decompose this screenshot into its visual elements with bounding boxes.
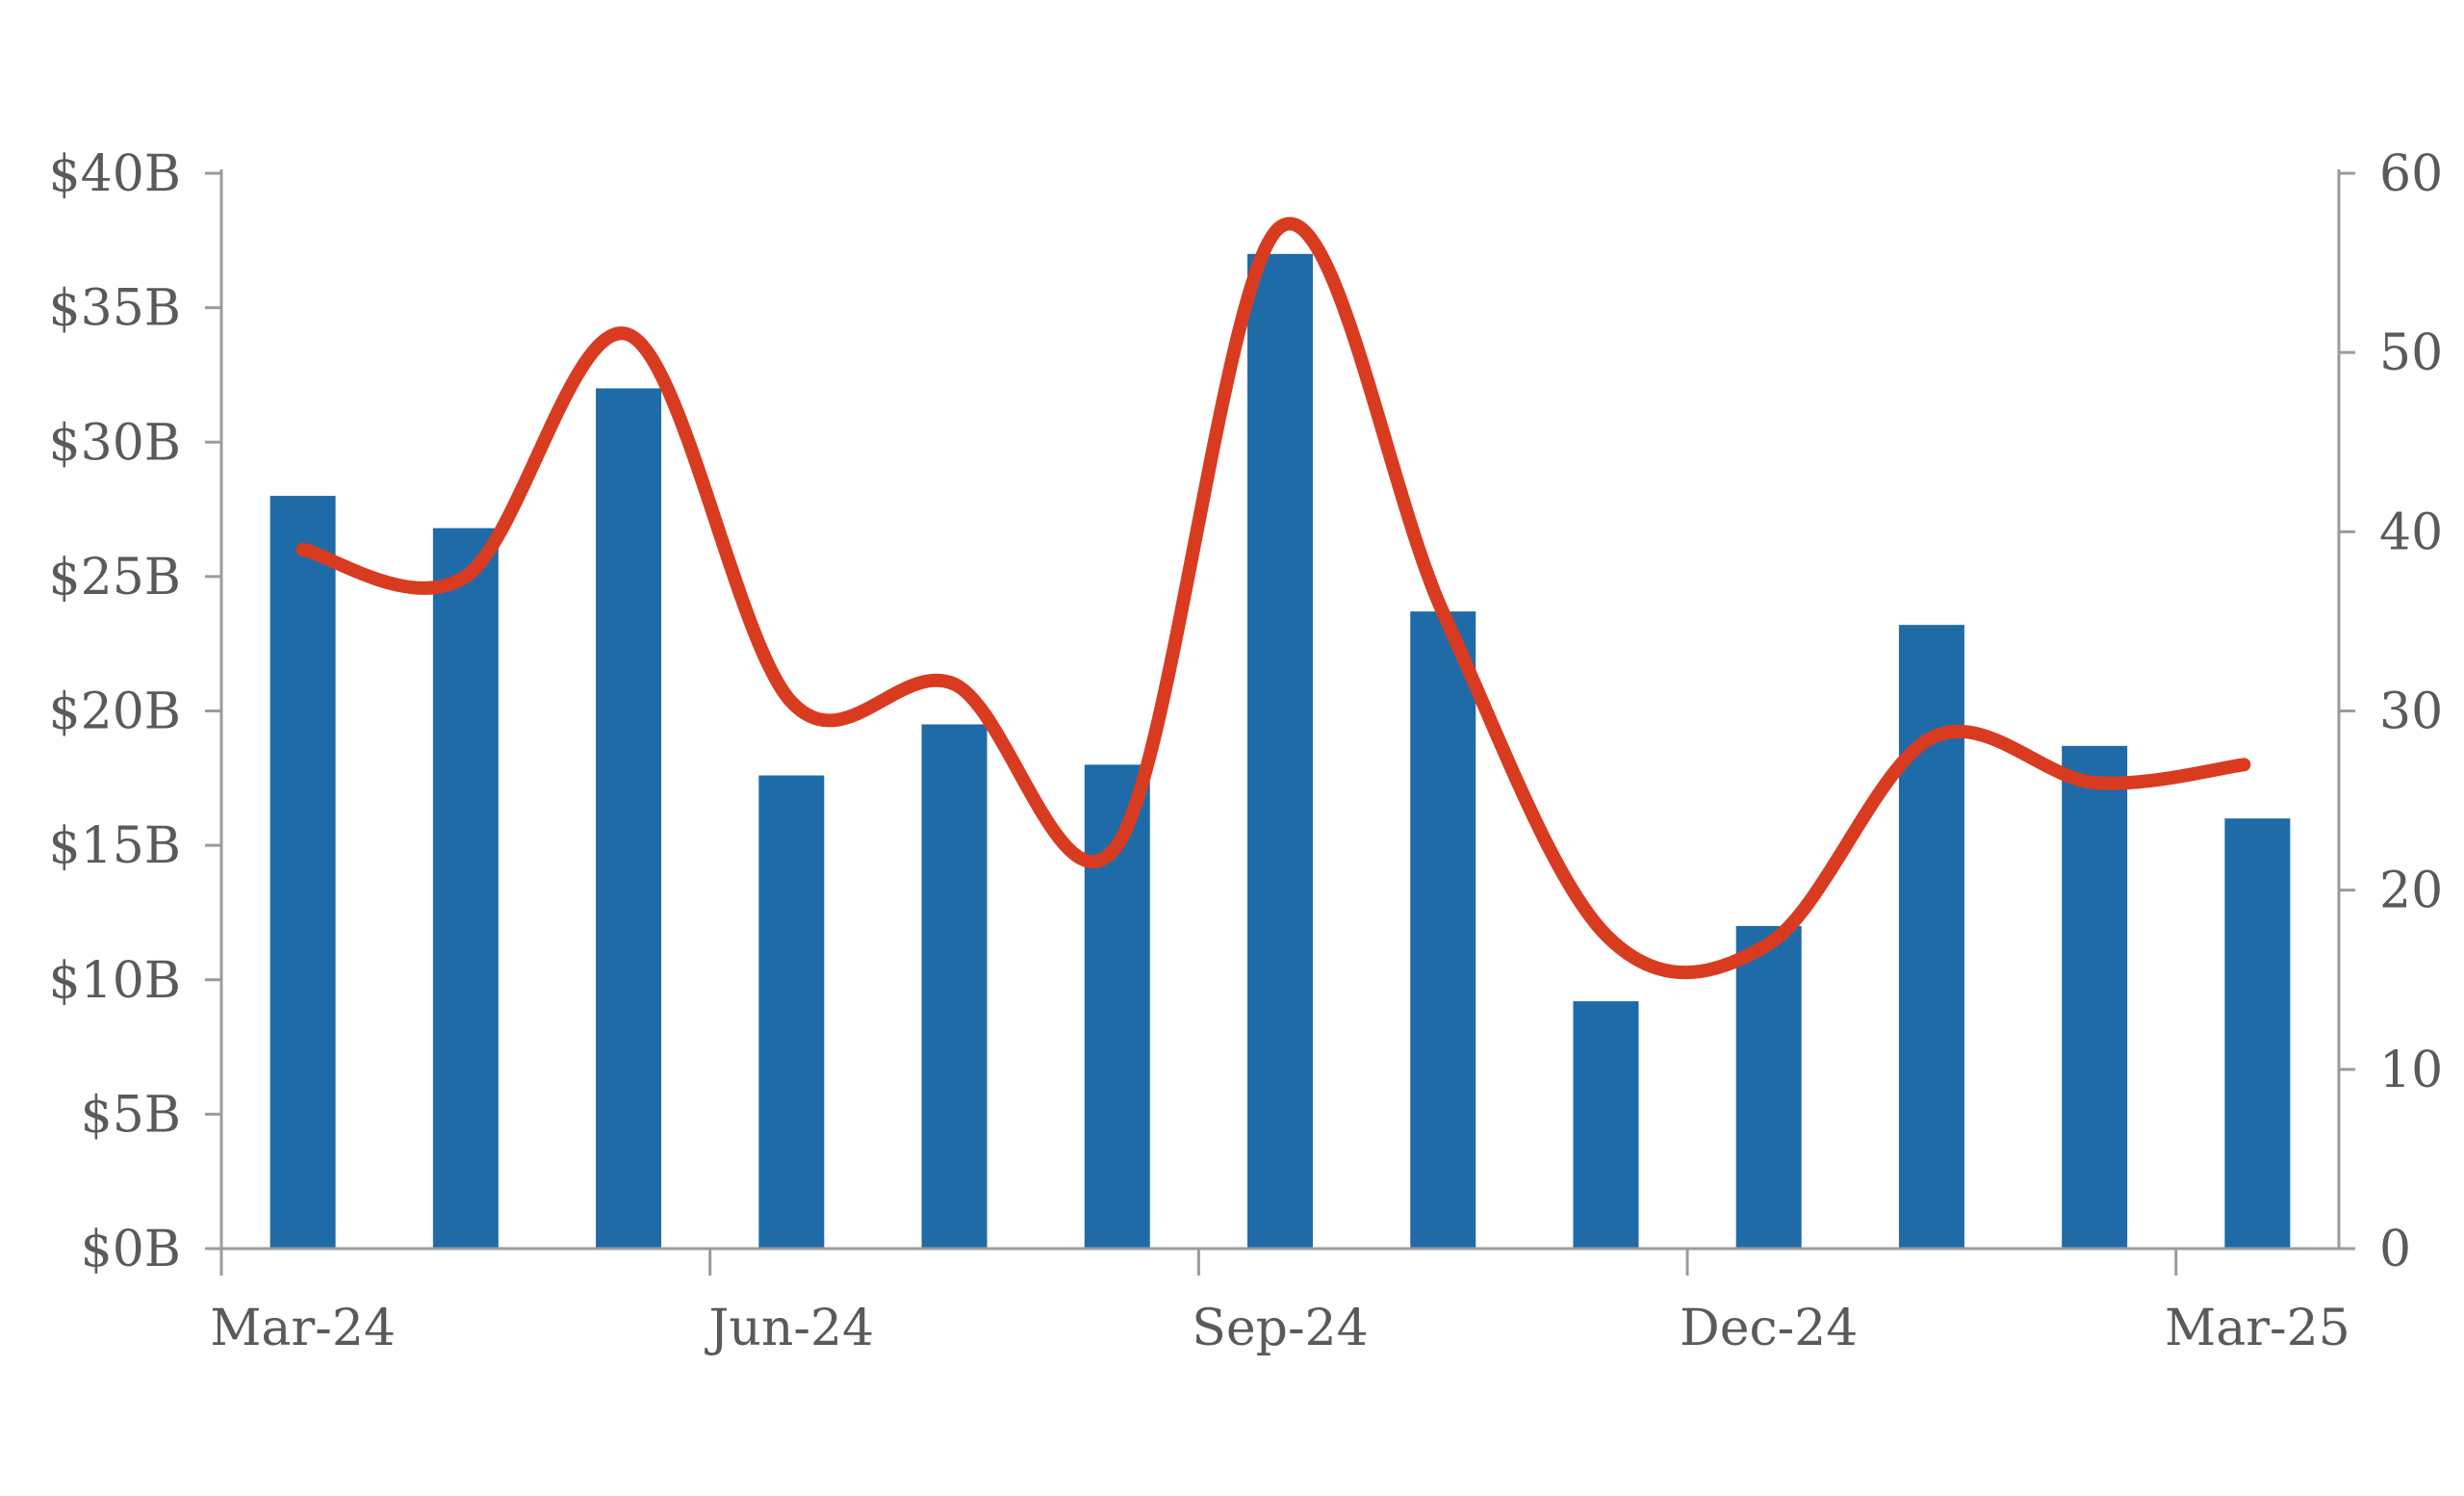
right-axis-tick-label: 10 bbox=[2379, 1042, 2443, 1099]
right-axis-tick-label: 20 bbox=[2379, 863, 2443, 920]
bar-jan-25 bbox=[1898, 625, 1964, 1249]
left-axis-tick-label: $30B bbox=[49, 414, 181, 472]
right-axis-tick-label: 50 bbox=[2379, 324, 2443, 382]
bar-may-24 bbox=[596, 388, 662, 1249]
bar-mar-24 bbox=[270, 496, 336, 1249]
x-axis-label: Mar-24 bbox=[210, 1300, 396, 1357]
left-axis-tick-label: $20B bbox=[49, 684, 181, 741]
right-axis-tick-label: 60 bbox=[2379, 145, 2443, 203]
bar-feb-25 bbox=[2062, 745, 2128, 1249]
bar-dec-24 bbox=[1735, 925, 1802, 1249]
bar-apr-24 bbox=[432, 528, 499, 1249]
bar-jul-24 bbox=[921, 724, 988, 1249]
x-axis-label: Dec-24 bbox=[1680, 1300, 1858, 1357]
bar-mar-25 bbox=[2224, 818, 2291, 1249]
left-axis-tick-label: $10B bbox=[49, 952, 181, 1010]
right-axis-tick-label: 40 bbox=[2379, 503, 2443, 561]
trend-line bbox=[295, 217, 2251, 980]
left-axis-tick-label: $5B bbox=[81, 1086, 181, 1144]
x-axis-label: Sep-24 bbox=[1192, 1300, 1368, 1357]
right-axis-tick-label: 0 bbox=[2379, 1221, 2411, 1278]
bar-oct-24 bbox=[1410, 611, 1476, 1249]
left-axis-tick-label: $15B bbox=[49, 817, 181, 875]
bar-nov-24 bbox=[1573, 1001, 1639, 1249]
right-axis-tick-label: 30 bbox=[2379, 684, 2443, 741]
left-axis-tick-label: $35B bbox=[49, 280, 181, 338]
left-axis-tick-label: $0B bbox=[81, 1221, 181, 1278]
left-axis-tick-label: $25B bbox=[49, 549, 181, 606]
x-axis-label: Jun-24 bbox=[705, 1300, 875, 1357]
bar-jun-24 bbox=[758, 775, 825, 1249]
left-axis-tick-label: $40B bbox=[49, 145, 181, 203]
bar-sep-24 bbox=[1247, 253, 1313, 1249]
x-axis-label: Mar-25 bbox=[2165, 1300, 2350, 1357]
